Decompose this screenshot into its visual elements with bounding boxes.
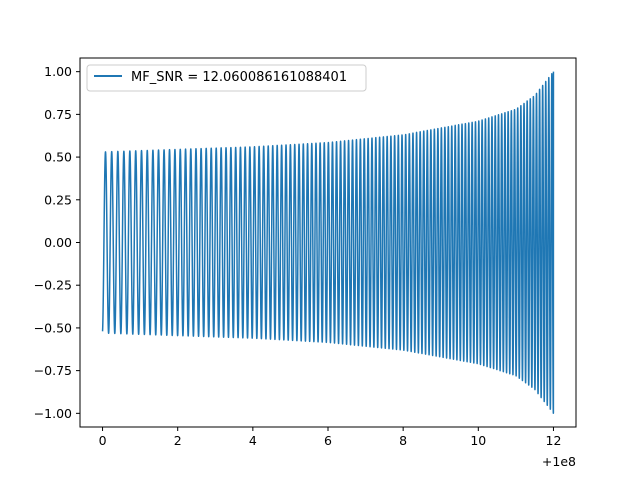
x-tick-label: 8 (399, 433, 407, 448)
legend: MF_SNR = 12.060086161088401 (86, 64, 367, 92)
y-tick-label: 0.50 (44, 150, 72, 165)
x-tick-label: 12 (546, 433, 562, 448)
x-tick-label: 10 (470, 433, 486, 448)
x-tick-label: 2 (174, 433, 182, 448)
x-tick-label: 4 (249, 433, 257, 448)
y-tick-label: 0.75 (44, 107, 72, 122)
x-tick-label: 6 (324, 433, 332, 448)
y-tick-label: −1.00 (34, 406, 72, 421)
x-offset-label: +1e8 (542, 454, 576, 469)
x-tick-label: 0 (99, 433, 107, 448)
legend-box (86, 64, 367, 92)
y-tick-label: −0.50 (34, 320, 72, 335)
y-tick-label: −0.25 (34, 278, 72, 293)
series-line (101, 71, 555, 414)
legend-label: MF_SNR = 12.060086161088401 (131, 70, 347, 85)
y-tick-label: 1.00 (44, 64, 72, 79)
y-tick-label: 0.00 (44, 235, 72, 250)
y-tick-label: −0.75 (34, 363, 72, 378)
y-tick-label: 0.25 (44, 192, 72, 207)
